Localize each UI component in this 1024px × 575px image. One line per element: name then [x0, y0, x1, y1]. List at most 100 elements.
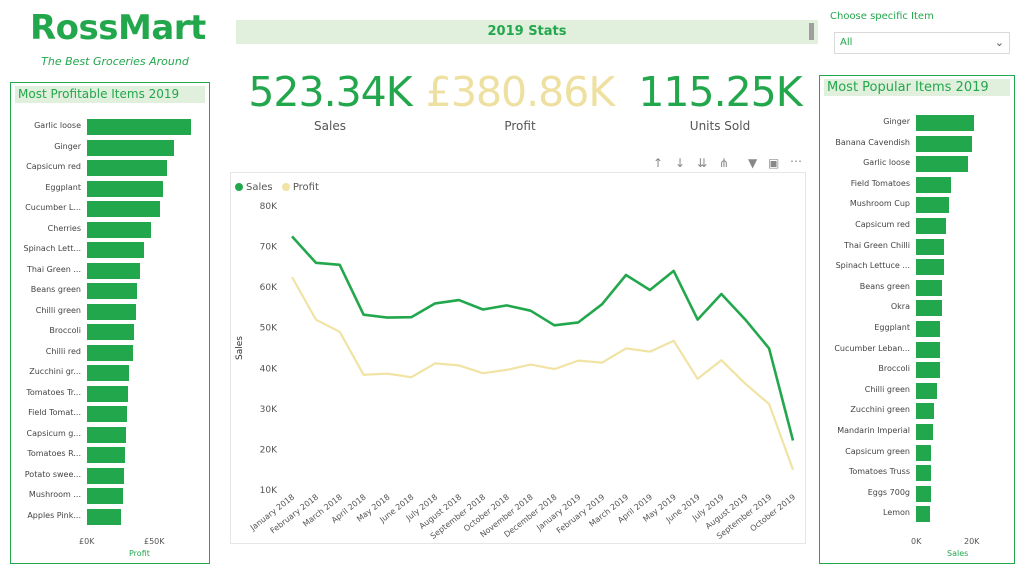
bar[interactable] [87, 221, 152, 238]
bar[interactable] [916, 156, 968, 173]
bar-row[interactable]: Cherries [48, 221, 192, 238]
bar[interactable] [916, 465, 931, 482]
bar[interactable] [87, 324, 134, 340]
bar-row[interactable]: Capsicum red [855, 218, 978, 234]
chevron-down-icon[interactable]: ⌄ [994, 36, 1004, 49]
legend-item-sales[interactable]: Sales [235, 182, 273, 193]
bar-row[interactable]: Broccoli [878, 362, 978, 379]
sales-profit-line-chart[interactable]: Sales Profit 10K 20K 30K 40K 50K 60K 70K 80K Sal… [230, 172, 806, 544]
bar-row[interactable]: Tomatoes Truss [849, 465, 978, 482]
bar-row[interactable]: Capsicum g... [27, 426, 192, 443]
bar-row[interactable]: Eggplant [45, 180, 192, 197]
bar[interactable] [87, 406, 127, 422]
bar-row[interactable]: Cucumber Leban... [834, 341, 978, 358]
arrow-up-icon[interactable]: ↑ [653, 156, 664, 170]
most-profitable-items-chart[interactable]: Most Profitable Items 2019 Garlic loose G… [10, 82, 210, 564]
more-options-icon[interactable]: ⋯ [790, 154, 802, 168]
bar-row[interactable]: Thai Green Chilli [844, 238, 978, 255]
bar-row[interactable]: Broccoli [49, 324, 192, 340]
bar[interactable] [87, 303, 136, 320]
bar[interactable] [916, 259, 945, 276]
bar[interactable] [916, 506, 930, 523]
bar[interactable] [916, 424, 934, 440]
bar-row[interactable]: Chilli green [36, 303, 192, 320]
focus-mode-icon[interactable]: ▣ [768, 156, 780, 170]
bar-row[interactable]: Ginger [54, 139, 192, 156]
bar[interactable] [916, 197, 949, 214]
double-arrow-down-icon[interactable]: ⇊ [697, 156, 708, 170]
bar[interactable] [916, 176, 952, 193]
bar-row[interactable]: Cucumber L... [25, 201, 192, 217]
bar-row[interactable]: Field Tomatoes [851, 176, 978, 193]
bar-row[interactable]: Potato swee... [25, 467, 192, 484]
bar[interactable] [916, 300, 942, 317]
bar[interactable] [87, 283, 137, 299]
series-line-sales[interactable] [291, 235, 795, 441]
bar[interactable] [916, 341, 941, 358]
bar[interactable] [87, 201, 160, 217]
bar-row[interactable]: Banana Cavendish [835, 135, 978, 152]
bar[interactable] [916, 321, 941, 337]
bar[interactable] [87, 139, 174, 156]
bar-row[interactable]: Eggplant [874, 321, 978, 337]
bar[interactable] [916, 238, 945, 255]
bar-row[interactable]: Capsicum green [845, 444, 978, 461]
most-popular-items-chart[interactable]: Most Popular Items 2019 Ginger Banana Cav… [819, 75, 1015, 564]
bar-row[interactable]: Zucchini green [850, 403, 978, 420]
banner-scrollbar[interactable] [809, 23, 814, 40]
bar[interactable] [87, 180, 163, 197]
bar-row[interactable]: Chilli green [865, 382, 978, 399]
filter-icon[interactable]: ▼ [748, 156, 758, 170]
bar[interactable] [87, 385, 128, 402]
x-tick-0: £0K [79, 537, 95, 546]
bar-row[interactable]: Apples Pink... [27, 508, 192, 525]
bar[interactable] [87, 365, 129, 381]
fork-icon[interactable]: ⋔ [719, 156, 730, 170]
bar[interactable] [916, 444, 932, 461]
bar[interactable] [916, 218, 946, 234]
bar-row[interactable]: Tomatoes R... [27, 447, 192, 463]
bar-row[interactable]: Mandarin Imperial [837, 424, 978, 440]
bar[interactable] [87, 508, 122, 525]
bar[interactable] [87, 160, 167, 176]
bar-row[interactable]: Eggs 700g [868, 485, 978, 502]
bar-row[interactable]: Beans green [860, 279, 978, 296]
bar[interactable] [87, 242, 145, 258]
bar[interactable] [916, 115, 975, 131]
arrow-down-icon[interactable]: ↓ [675, 156, 686, 170]
bar[interactable] [87, 488, 123, 504]
bar-row[interactable]: Spinach Lett... [23, 242, 192, 258]
bar[interactable] [87, 262, 140, 279]
bar[interactable] [916, 362, 940, 379]
bar-row[interactable]: Garlic loose [863, 156, 978, 173]
bar-row[interactable]: Lemon [883, 506, 978, 523]
bar[interactable] [87, 344, 133, 361]
item-filter-dropdown[interactable]: All ⌄ [834, 32, 1010, 54]
bar-row[interactable]: Chilli red [46, 344, 192, 361]
bar[interactable] [916, 279, 943, 296]
bar-row[interactable]: Okra [891, 300, 978, 317]
y-tick-label: 20K [260, 445, 278, 455]
bar-row[interactable]: Ginger [883, 115, 978, 131]
bar-row[interactable]: Thai Green ... [27, 262, 192, 279]
bar-label: Mushroom Cup [849, 199, 910, 209]
bar[interactable] [87, 447, 125, 463]
bar[interactable] [916, 382, 938, 399]
bar[interactable] [916, 403, 934, 420]
bar-row[interactable]: Mushroom Cup [850, 197, 978, 214]
bar[interactable] [916, 135, 973, 152]
bar[interactable] [87, 119, 191, 135]
bar-row[interactable]: Spinach Lettuce ... [836, 259, 978, 276]
bar[interactable] [87, 426, 126, 443]
bar-row[interactable]: Zucchini gr... [29, 365, 192, 381]
bar-row[interactable]: Mushroom ... [29, 488, 192, 504]
bar-row[interactable]: Capsicum red [26, 160, 192, 176]
bar-row[interactable]: Tomatoes Tr... [26, 385, 192, 402]
bar-row[interactable]: Garlic loose [34, 119, 192, 135]
legend-item-profit[interactable]: Profit [281, 182, 319, 193]
series-line-profit[interactable] [291, 276, 795, 471]
bar-row[interactable]: Beans green [31, 283, 192, 299]
bar[interactable] [87, 467, 125, 484]
bar[interactable] [916, 485, 931, 502]
bar-row[interactable]: Field Tomat... [28, 406, 192, 422]
